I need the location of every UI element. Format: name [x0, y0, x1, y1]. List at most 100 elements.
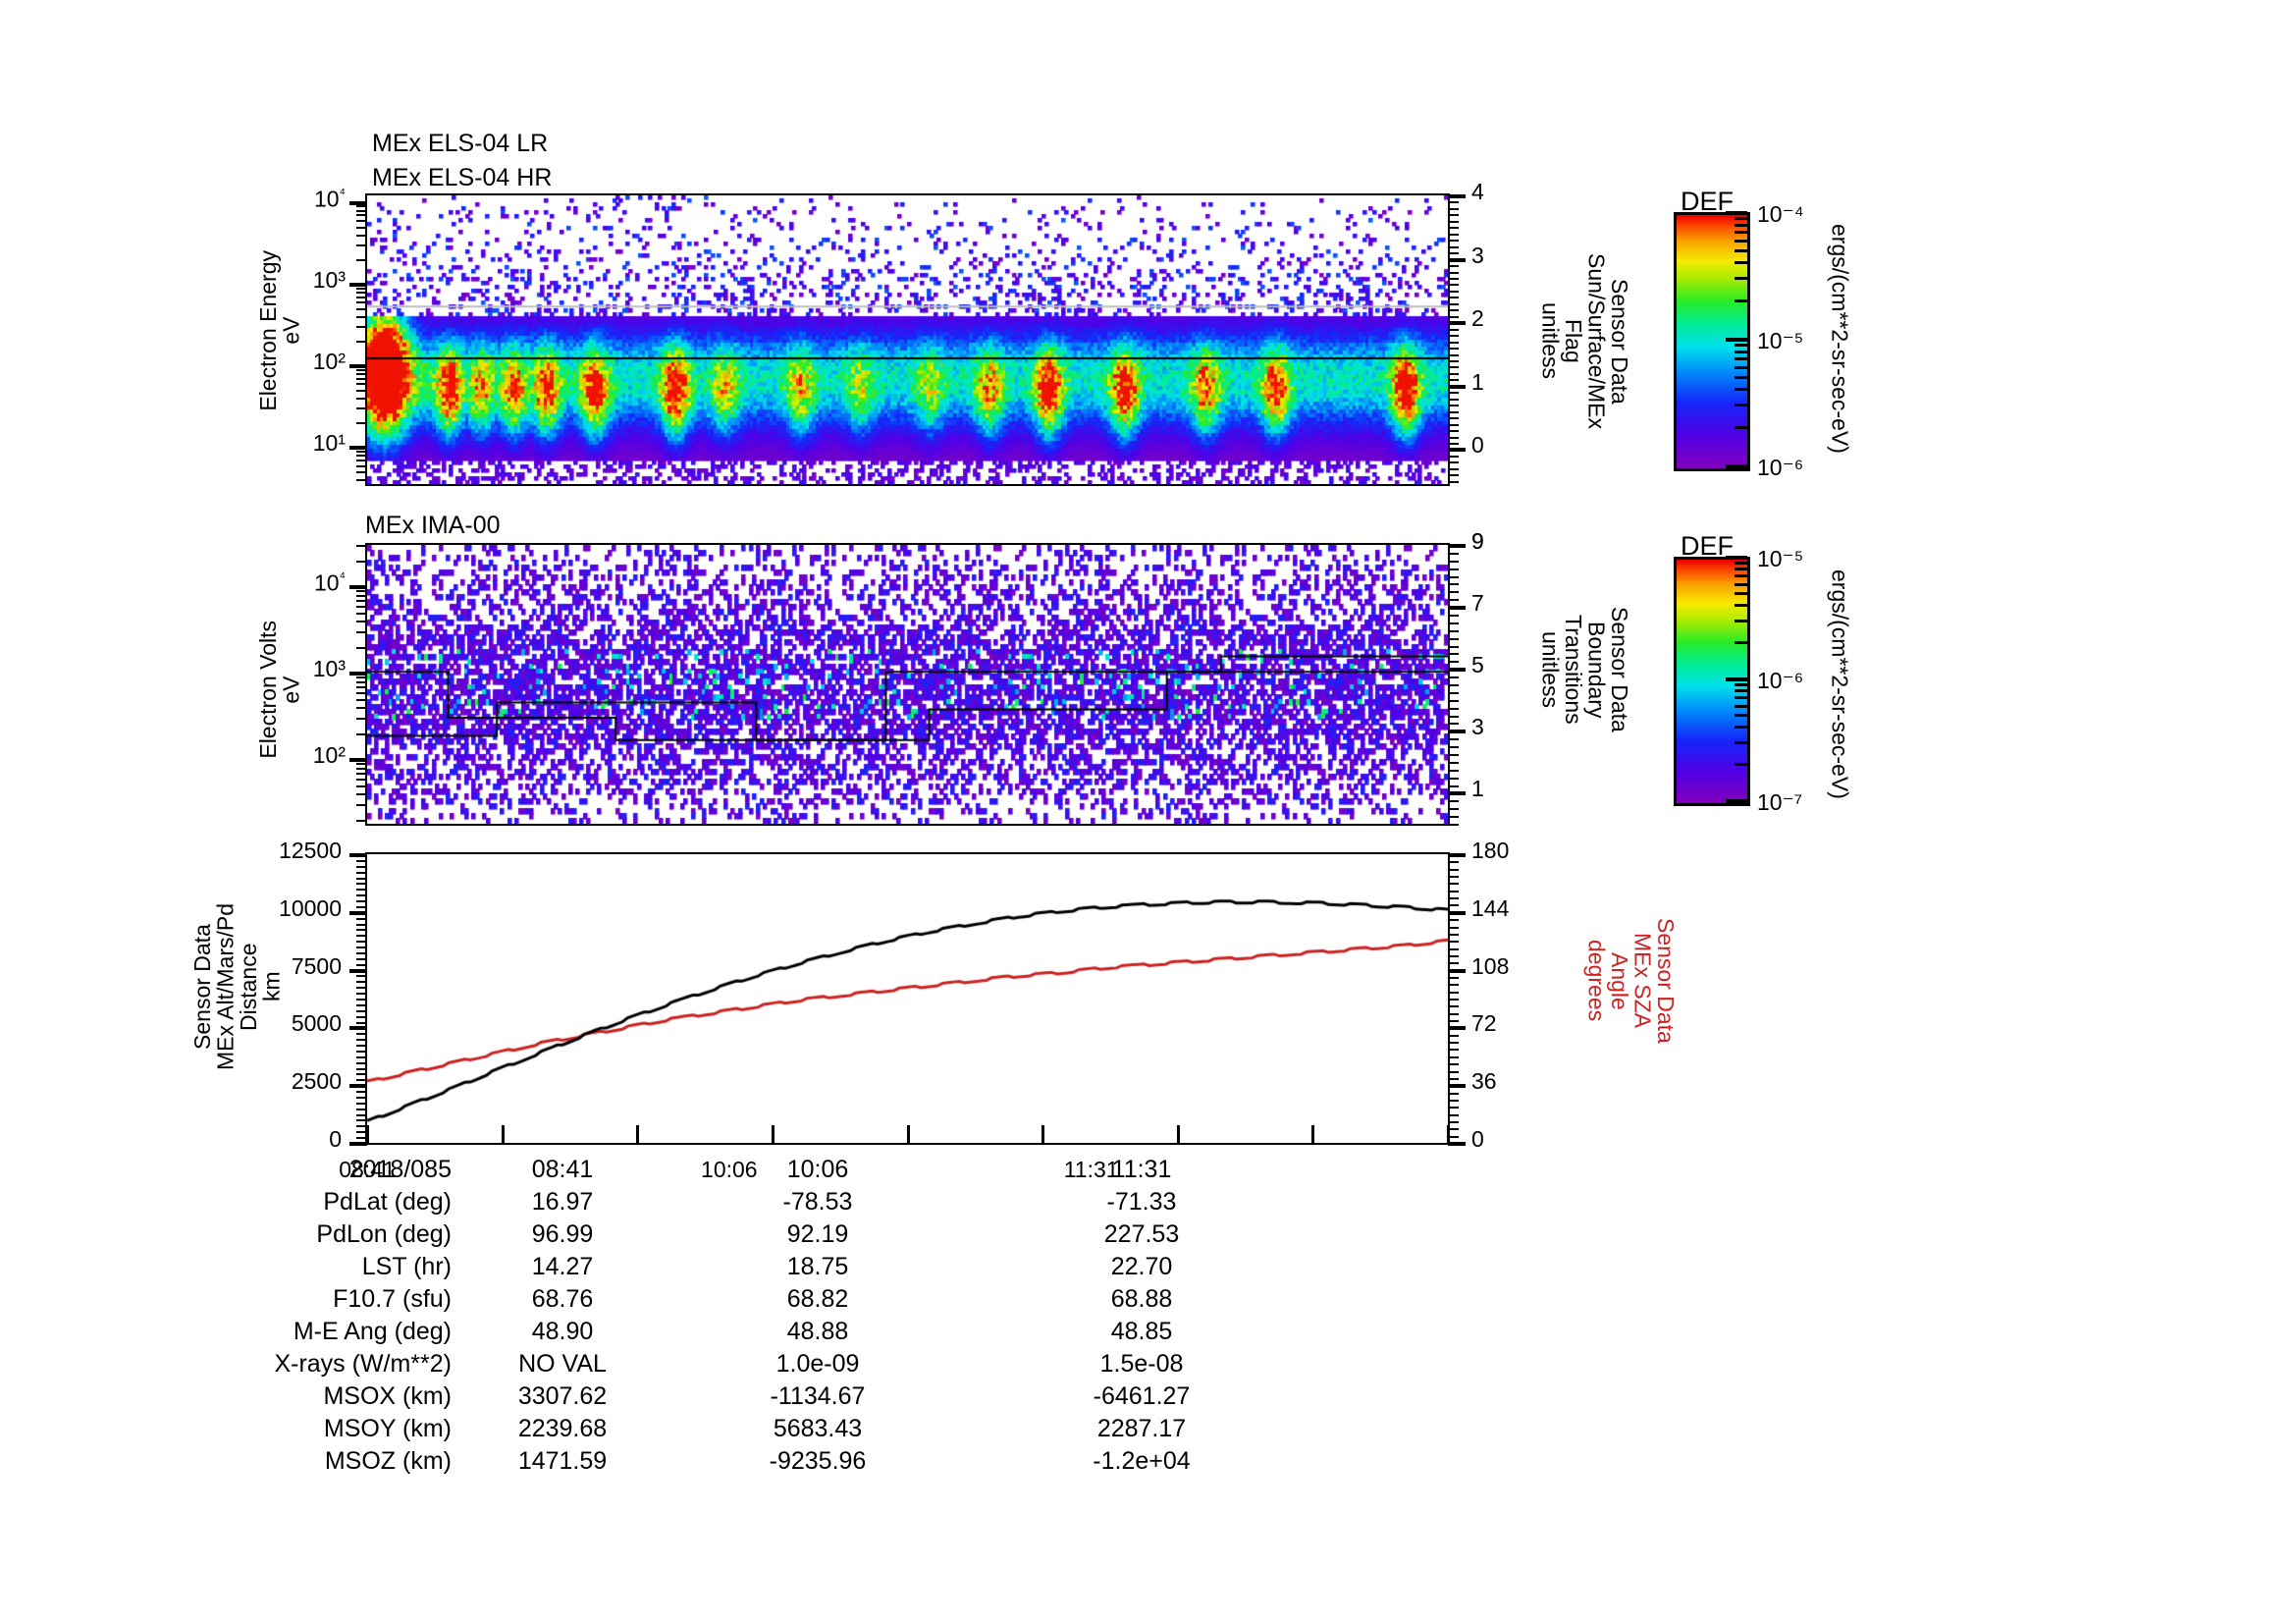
axis-tick — [356, 244, 367, 246]
axis-tick — [1448, 561, 1459, 563]
axis-tick — [1735, 388, 1747, 391]
table-row: F10.7 (sfu) 68.76 68.82 68.88 — [191, 1283, 1304, 1316]
axis-tick — [1448, 316, 1459, 318]
axis-tick — [1448, 252, 1459, 254]
axis-tick — [1735, 231, 1747, 234]
axis-tick — [356, 1022, 367, 1024]
axis-tick-label: 0 — [1471, 432, 1484, 459]
axis-tick — [356, 941, 367, 943]
panel3-line-canvas — [367, 854, 1448, 1143]
table-cell: 2287.17 — [1096, 1415, 1187, 1442]
axis-tick — [1448, 1078, 1459, 1080]
panel1-spectrogram-canvas — [367, 195, 1448, 484]
axis-tick-label: 72 — [1471, 1010, 1497, 1037]
axis-tick-label: 0 — [329, 1126, 342, 1152]
colorbar1-mid-label: 10⁻⁵ — [1757, 328, 1804, 353]
axis-tick — [1448, 468, 1459, 470]
axis-tick — [356, 1062, 367, 1064]
table-cell: -9235.96 — [769, 1447, 867, 1475]
axis-tick — [1448, 638, 1459, 640]
colorbar2-frame — [1674, 557, 1750, 806]
axis-tick — [356, 970, 367, 972]
axis-tick — [356, 1125, 367, 1127]
axis-tick — [356, 1045, 367, 1047]
axis-tick — [1448, 955, 1459, 957]
table-row-label: 2018/085 — [348, 1156, 452, 1183]
axis-tick — [636, 1125, 639, 1143]
axis-tick — [1448, 259, 1459, 261]
axis-tick — [1735, 426, 1747, 429]
axis-tick — [1448, 568, 1459, 570]
axis-tick-label: 5000 — [291, 1010, 342, 1037]
axis-tick — [1448, 1042, 1459, 1044]
axis-tick — [356, 590, 367, 592]
colorbar1-top-label: 10⁻⁴ — [1757, 201, 1804, 227]
table-row-label: X-rays (W/m**2) — [274, 1350, 452, 1378]
axis-tick — [1448, 808, 1459, 810]
table-cell: 68.76 — [531, 1285, 594, 1313]
axis-tick — [1448, 335, 1459, 337]
axis-tick — [1726, 338, 1747, 342]
axis-tick — [356, 422, 367, 424]
axis-tick-label: 9 — [1471, 528, 1484, 554]
axis-tick — [356, 866, 367, 868]
table-cell: 11:31 — [1111, 1156, 1172, 1183]
axis-tick — [356, 210, 367, 212]
table-row-label: LST (hr) — [361, 1253, 452, 1280]
axis-tick-label: 144 — [1471, 894, 1510, 921]
axis-tick — [1735, 217, 1747, 220]
axis-tick — [356, 975, 367, 977]
axis-tick-label: 2 — [1471, 305, 1484, 332]
axis-tick — [1448, 348, 1459, 350]
axis-tick — [1448, 291, 1459, 293]
axis-tick — [1448, 1107, 1459, 1109]
axis-tick — [1448, 1093, 1459, 1095]
axis-tick — [1448, 669, 1459, 671]
colorbar2-gradient — [1677, 560, 1747, 803]
axis-tick-label: 36 — [1471, 1068, 1497, 1095]
panel1-title-hr: MEx ELS-04 HR — [372, 164, 553, 191]
axis-tick — [356, 205, 367, 207]
axis-tick — [356, 259, 367, 261]
axis-tick — [1448, 876, 1459, 878]
axis-tick — [356, 1027, 367, 1029]
axis-tick — [1735, 344, 1747, 347]
table-cell: 92.19 — [786, 1220, 849, 1248]
axis-tick — [356, 647, 367, 649]
axis-tick — [1448, 373, 1459, 375]
axis-tick — [1448, 785, 1459, 787]
axis-tick — [356, 872, 367, 874]
axis-tick — [1448, 265, 1459, 267]
axis-tick — [356, 878, 367, 880]
axis-tick — [349, 585, 367, 589]
axis-tick — [1448, 1128, 1459, 1130]
axis-tick — [1041, 1125, 1044, 1143]
axis-tick-label: 12500 — [279, 838, 342, 863]
axis-tick — [1448, 730, 1459, 732]
table-row-label: F10.7 (sfu) — [333, 1285, 452, 1313]
panel3-time-tick-label: 08:41 — [339, 1157, 396, 1182]
axis-tick — [1448, 708, 1459, 710]
axis-tick — [1448, 284, 1459, 286]
axis-tick — [356, 383, 367, 385]
axis-tick — [1448, 607, 1459, 609]
axis-tick — [1735, 741, 1747, 744]
panel2-left-tick-label: 10⁴ — [313, 569, 346, 596]
axis-tick — [356, 214, 367, 216]
table-cell: 5683.43 — [773, 1415, 863, 1442]
axis-tick — [1448, 411, 1459, 413]
axis-tick — [1448, 309, 1459, 311]
axis-tick — [356, 860, 367, 862]
axis-tick — [356, 768, 367, 770]
axis-tick — [356, 1010, 367, 1012]
axis-tick — [1448, 630, 1459, 632]
axis-tick — [1735, 366, 1747, 369]
axis-tick — [349, 283, 367, 287]
panel1-left-tick-label: 10² — [312, 348, 346, 374]
axis-tick — [1448, 297, 1459, 298]
axis-tick — [1448, 1005, 1459, 1007]
axis-tick — [356, 952, 367, 954]
table-cell: NO VAL — [518, 1350, 607, 1378]
axis-tick — [356, 785, 367, 787]
axis-tick — [1448, 622, 1459, 624]
